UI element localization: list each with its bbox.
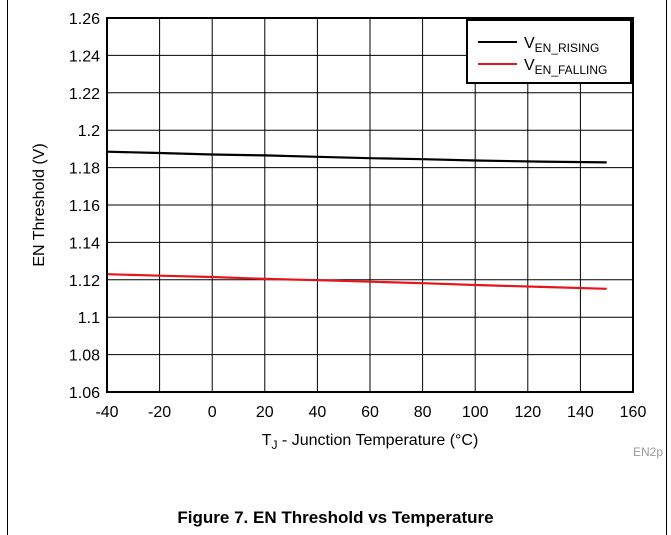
- x-tick-label: 20: [256, 404, 274, 421]
- x-tick-label: 100: [462, 404, 489, 421]
- legend-label-falling: VEN_FALLING: [524, 57, 607, 77]
- y-tick-label: 1.24: [69, 48, 100, 65]
- chart: 1.06 1.08 1.1 1.12 1.14 1.16 1.18 1.2 1.22 1.24 1.…: [31, 11, 663, 459]
- figure-code: EN2p: [633, 445, 663, 459]
- x-tick-label: 140: [567, 404, 594, 421]
- legend-label-rising: VEN_RISING: [524, 35, 599, 55]
- x-tick-label: 40: [309, 404, 327, 421]
- figure-caption: Figure 7. EN Threshold vs Temperature: [177, 508, 494, 527]
- y-tick-label: 1.08: [69, 348, 100, 365]
- y-tick-label: 1.18: [69, 161, 100, 178]
- y-tick-labels: 1.06 1.08 1.1 1.12 1.14 1.16 1.18 1.2 1.22 1.24 1.…: [69, 11, 100, 402]
- plot-border: [106, 17, 634, 393]
- legend-label-falling-main: V: [524, 57, 535, 74]
- x-axis-title-sub: J: [271, 438, 277, 452]
- x-tick-label: -20: [148, 404, 171, 421]
- y-tick-label: 1.22: [69, 86, 100, 103]
- x-tick-label: 0: [208, 404, 217, 421]
- legend: VEN_RISING VEN_FALLING: [466, 19, 632, 84]
- y-tick-label: 1.1: [78, 310, 100, 327]
- legend-label-rising-sub: EN_RISING: [535, 41, 600, 55]
- x-tick-labels: -40 -20 0 20 40 60 80 100 120 140 160: [95, 404, 646, 421]
- y-tick-label: 1.14: [69, 235, 100, 252]
- y-tick-label: 1.06: [69, 385, 100, 402]
- series-group: [106, 150, 607, 290]
- legend-label-rising-main: V: [524, 35, 535, 52]
- x-tick-label: -40: [95, 404, 118, 421]
- x-axis-title-main: T: [262, 432, 272, 449]
- y-tick-label: 1.16: [69, 198, 100, 215]
- x-tick-label: 120: [514, 404, 541, 421]
- x-axis-title: TJ - Junction Temperature (°C): [262, 432, 479, 452]
- y-tick-label: 1.2: [78, 123, 100, 140]
- x-tick-label: 80: [414, 404, 432, 421]
- y-tick-label: 1.12: [69, 273, 100, 290]
- x-axis-title-rest: - Junction Temperature (°C): [277, 432, 478, 449]
- x-tick-label: 160: [620, 404, 647, 421]
- x-tick-label: 60: [361, 404, 379, 421]
- legend-box: [466, 19, 632, 84]
- series-line-en-rising: [106, 150, 607, 164]
- legend-label-falling-sub: EN_FALLING: [535, 63, 608, 77]
- y-axis-title: EN Threshold (V): [31, 143, 48, 266]
- y-tick-label: 1.26: [69, 11, 100, 28]
- series-line-en-falling: [106, 273, 607, 290]
